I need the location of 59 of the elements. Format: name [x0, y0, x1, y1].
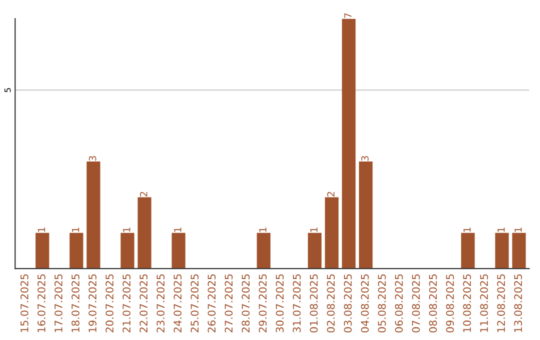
x-tick-label: 21.07.2025 [122, 274, 130, 332]
x-tick-label: 01.08.2025 [310, 274, 318, 332]
x-tick-label: 23.07.2025 [156, 274, 165, 332]
x-tick-label: 29.07.2025 [258, 274, 267, 332]
data-label: 1 [259, 228, 266, 232]
x-tick-label: 06.08.2025 [394, 274, 403, 332]
bar [461, 232, 475, 269]
y-tick-label: 5 [4, 88, 11, 92]
x-tick-label: 04.08.2025 [360, 274, 369, 332]
x-tick-label: 02.08.2025 [326, 274, 335, 332]
x-tick-label: 28.07.2025 [242, 274, 250, 332]
bar [512, 232, 526, 269]
bar [308, 232, 322, 269]
bar [138, 197, 152, 269]
x-tick-label: 11.08.2025 [480, 274, 488, 332]
x-tick-label: 10.08.2025 [463, 274, 471, 332]
data-label: 1 [464, 228, 471, 232]
data-label: 1 [498, 228, 505, 232]
x-tick-label: 09.08.2025 [446, 274, 454, 332]
bar [324, 197, 339, 269]
x-tick-label: 13.08.2025 [514, 274, 522, 332]
x-tick-label: 26.07.2025 [208, 274, 216, 332]
bar [120, 232, 134, 269]
x-tick-label: 31.07.2025 [292, 274, 301, 332]
x-tick-label: 12.08.2025 [497, 274, 505, 332]
bar [172, 232, 186, 269]
data-label: 2 [140, 192, 148, 196]
x-tick-label: 19.07.2025 [88, 274, 96, 332]
x-tick-label: 22.07.2025 [140, 274, 148, 332]
x-tick-label: 16.07.2025 [38, 274, 46, 332]
data-label: 1 [123, 228, 130, 232]
data-label: 1 [72, 228, 80, 232]
x-tick-label: 03.08.2025 [344, 274, 352, 332]
bar [256, 232, 270, 269]
x-tick-label: 18.07.2025 [72, 274, 80, 332]
data-label: 2 [327, 192, 334, 196]
x-tick-label: 15.07.2025 [20, 274, 28, 332]
x-tick-label: 08.08.2025 [429, 274, 437, 332]
bar [36, 232, 50, 269]
x-tick-label: 05.08.2025 [378, 274, 386, 332]
data-label: 1 [514, 228, 522, 232]
x-tick-label: 20.07.2025 [106, 274, 114, 332]
data-label: 3 [88, 156, 96, 161]
x-tick-label: 27.07.2025 [224, 274, 233, 332]
x-tick-label: 24.07.2025 [174, 274, 182, 332]
bar [495, 232, 509, 269]
data-label: 1 [310, 228, 318, 232]
x-tick-label: 30.07.2025 [276, 274, 284, 332]
bar [342, 18, 356, 269]
bar [86, 162, 100, 269]
data-label: 7 [344, 13, 352, 18]
data-label: 1 [174, 228, 182, 232]
bar [358, 162, 373, 269]
bar [70, 232, 84, 269]
data-label: 1 [38, 228, 46, 232]
x-tick-label: 07.08.2025 [412, 274, 420, 332]
x-tick-label: 17.07.2025 [54, 274, 62, 332]
x-tick-label: 25.07.2025 [190, 274, 199, 332]
data-label: 3 [361, 156, 369, 161]
